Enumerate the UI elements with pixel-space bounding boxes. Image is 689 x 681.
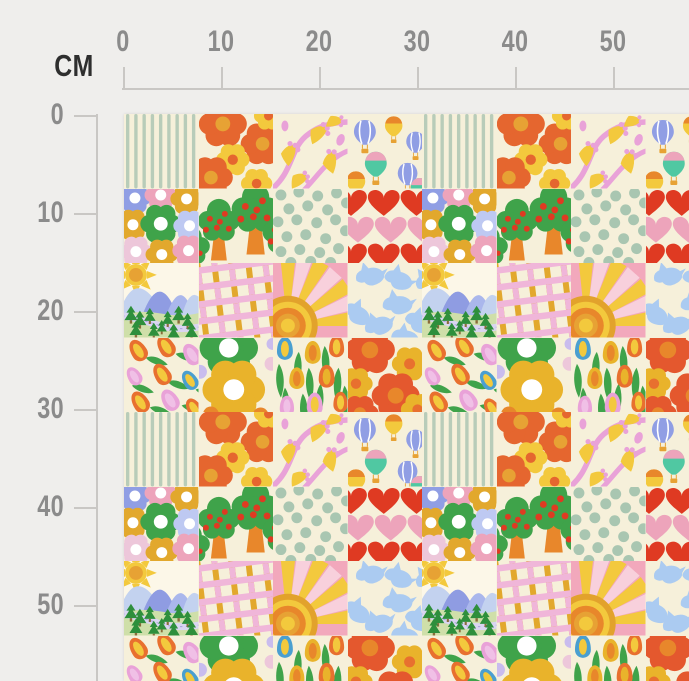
fabric-tile-cluster (124, 487, 199, 562)
ruler-label-top-0: 0 (116, 25, 130, 58)
fabric-tile-sunrays (571, 263, 646, 338)
fabric-swatch (124, 114, 689, 681)
fabric-tile-tulipsB (273, 338, 348, 413)
fabric-tile-landscape (124, 561, 199, 636)
fabric-tile-tulipsA (422, 338, 497, 413)
fabric-tile-gingham (199, 561, 274, 636)
fabric-tile-trees (497, 189, 572, 264)
fabric-tile-dots (571, 487, 646, 562)
fabric-tile-gingham (199, 263, 274, 338)
fabric-tile-bigflowers (497, 338, 572, 413)
fabric-tile-tulipsA (124, 338, 199, 413)
fabric-tile-bigflowers (497, 636, 572, 681)
fabric-tile-landscape (422, 263, 497, 338)
fabric-tile-sunrays (273, 263, 348, 338)
fabric-tile-poppies (199, 412, 274, 487)
ruler-tick-left-20 (74, 311, 97, 313)
fabric-tile-stripes (124, 412, 199, 487)
fabric-tile-landscape (422, 561, 497, 636)
ruler-label-top-10: 10 (207, 25, 235, 58)
fabric-tile-tulipsB (571, 338, 646, 413)
fabric-tile-bigflowers (199, 636, 274, 681)
fabric-tile-poppies (497, 412, 572, 487)
fabric-tile-dots (571, 189, 646, 264)
ruler-vertical-baseline (96, 114, 98, 681)
fabric-tile-birds (646, 263, 689, 338)
fabric-tile-tulipsB (571, 636, 646, 681)
ruler-tick-left-0 (74, 115, 97, 117)
fabric-tile-trees (199, 189, 274, 264)
fabric-tile-sunrays (571, 561, 646, 636)
ruler-label-left-40: 40 (37, 490, 64, 523)
fabric-tile-hearts (646, 189, 689, 264)
fabric-tile-cluster (422, 189, 497, 264)
fabric-tile-birds (646, 561, 689, 636)
ruler-tick-top-30 (417, 67, 419, 89)
fabric-tile-hearts (348, 487, 423, 562)
fabric-tile-stripes (422, 412, 497, 487)
ruler-label-left-20: 20 (37, 294, 64, 327)
ruler-label-left-30: 30 (37, 392, 64, 425)
fabric-tile-cluster (422, 487, 497, 562)
ruler-label-left-50: 50 (37, 588, 64, 621)
fabric-tile-landscape (124, 263, 199, 338)
ruler-tick-top-0 (123, 67, 125, 89)
fabric-tile-cluster (124, 189, 199, 264)
fabric-tile-poppies2 (646, 338, 689, 413)
fabric-tile-stripes (422, 114, 497, 189)
fabric-tile-trees (199, 487, 274, 562)
fabric-tile-dots (273, 487, 348, 562)
ruler-label-top-40: 40 (501, 25, 529, 58)
fabric-tile-tulipsB (273, 636, 348, 681)
fabric-tile-gingham (497, 263, 572, 338)
fabric-tile-bigflowers (199, 338, 274, 413)
ruler-tick-top-20 (319, 67, 321, 89)
ruler-tick-top-40 (515, 67, 517, 89)
fabric-tile-tulipsA (422, 636, 497, 681)
fabric-tile-balloons (646, 412, 689, 487)
ruler-label-top-50: 50 (599, 25, 627, 58)
fabric-tile-poppies2 (646, 636, 689, 681)
ruler-label-left-10: 10 (37, 196, 64, 229)
fabric-tile-poppies2 (348, 636, 423, 681)
fabric-tile-birds (348, 561, 423, 636)
fabric-tile-poppies (497, 114, 572, 189)
fabric-tile-gingham (497, 561, 572, 636)
fabric-tile-dots (273, 189, 348, 264)
ruler-label-top-20: 20 (305, 25, 333, 58)
fabric-tile-hearts (646, 487, 689, 562)
fabric-tile-hearts (348, 189, 423, 264)
fabric-tile-birds (348, 263, 423, 338)
fabric-tile-pinkstems (273, 412, 348, 487)
fabric-tile-sunrays (273, 561, 348, 636)
fabric-tile-balloons (348, 412, 423, 487)
fabric-tile-pinkstems (571, 412, 646, 487)
fabric-tile-poppies (199, 114, 274, 189)
fabric-tile-balloons (646, 114, 689, 189)
ruler-tick-left-40 (74, 507, 97, 509)
ruler-tick-left-10 (74, 213, 97, 215)
ruler-label-left-0: 0 (50, 98, 64, 131)
ruler-tick-left-30 (74, 409, 97, 411)
ruler-unit-label: CM (54, 48, 94, 83)
fabric-tile-pinkstems (273, 114, 348, 189)
fabric-tile-balloons (348, 114, 423, 189)
fabric-tile-tulipsA (124, 636, 199, 681)
fabric-tile-poppies2 (348, 338, 423, 413)
fabric-tile-stripes (124, 114, 199, 189)
ruler-tick-top-10 (221, 67, 223, 89)
ruler-tick-top-50 (613, 67, 615, 89)
fabric-tile-trees (497, 487, 572, 562)
fabric-tile-pinkstems (571, 114, 646, 189)
ruler-label-top-30: 30 (403, 25, 431, 58)
ruler-horizontal-baseline (122, 88, 689, 90)
ruler-tick-left-50 (74, 605, 97, 607)
